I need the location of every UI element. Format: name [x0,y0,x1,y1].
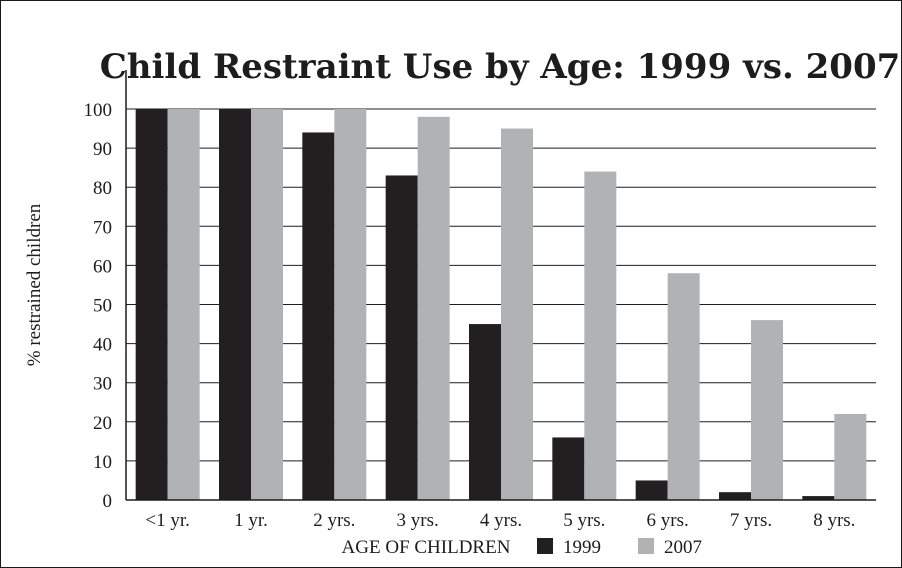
x-tick-labels: <1 yr. 1 yr. 2 yrs. 3 yrs. 4 yrs. 5 yrs. 6 yrs… [145,510,855,531]
y-tick-labels: 0 10 20 30 40 50 60 70 80 90 100 [84,100,113,512]
bar-2007-7 [751,320,783,500]
legend-swatch-2007 [638,538,654,554]
x-tick-label: 8 yrs. [813,510,855,531]
y-tick-label: 20 [93,413,112,434]
x-tick-label: 7 yrs. [730,510,772,531]
y-axis-label: % restrained children [24,203,45,366]
y-tick-label: 90 [93,139,112,160]
x-tick-label: 3 yrs. [397,510,439,531]
legend-label-1999: 1999 [563,537,601,558]
x-axis-label: AGE OF CHILDREN [342,537,511,558]
bar-2007-6 [667,273,700,500]
legend: 1999 2007 [537,537,702,558]
y-tick-label: 30 [93,374,112,395]
y-tick-label: 10 [93,452,112,473]
legend-swatch-1999 [537,538,553,554]
bar-2007-0 [167,109,200,500]
x-tick-label: <1 yr. [145,510,190,531]
bar-1999-3 [385,175,418,500]
x-tick-label: 4 yrs. [480,510,522,531]
x-tick-label: 2 yrs. [313,510,355,531]
bar-1999-6 [635,480,668,500]
legend-label-2007: 2007 [664,537,702,558]
bar-2007-3 [417,116,450,500]
chart-title: Child Restraint Use by Age: 1999 vs. 200… [100,47,901,87]
y-tick-label: 80 [93,178,112,199]
bar-1999-4 [469,324,501,500]
bar-1999-1 [219,109,251,500]
x-tick-label: 1 yr. [234,510,268,531]
bar-1999-7 [719,492,751,500]
bar-1999-2 [302,132,335,500]
y-tick-label: 60 [93,256,112,277]
x-tick-label: 5 yrs. [563,510,605,531]
bar-1999-5 [552,437,585,500]
bar-2007-2 [334,109,367,500]
bar-2007-1 [251,109,283,500]
bar-2007-5 [584,171,617,500]
bar-2007-4 [501,128,533,501]
y-tick-label: 70 [93,217,112,238]
y-tick-label: 40 [93,335,112,356]
x-tick-label: 6 yrs. [647,510,689,531]
bar-1999-8 [802,496,835,500]
bars [135,109,867,501]
bar-1999-0 [135,109,168,500]
y-tick-label: 100 [84,100,113,121]
bar-2007-8 [834,413,867,500]
y-tick-label: 50 [93,296,112,317]
y-tick-label: 0 [103,491,113,512]
